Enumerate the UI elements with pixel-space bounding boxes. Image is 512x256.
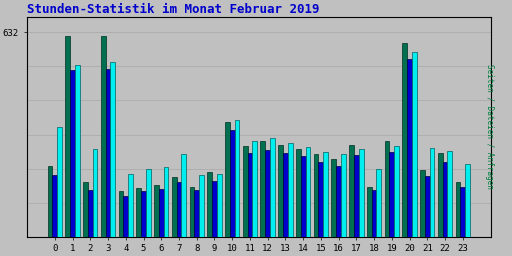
Bar [372, 190, 376, 237]
Bar [314, 154, 318, 237]
Bar [164, 167, 168, 237]
Bar [443, 162, 447, 237]
Bar [146, 169, 151, 237]
Bar [181, 154, 186, 237]
Bar [195, 190, 199, 237]
Bar [154, 185, 159, 237]
Bar [331, 159, 336, 237]
Bar [136, 188, 141, 237]
Bar [349, 145, 354, 237]
Bar [456, 182, 460, 237]
Bar [225, 122, 230, 237]
Bar [252, 141, 257, 237]
Bar [243, 146, 247, 237]
Bar [57, 127, 62, 237]
Bar [296, 149, 301, 237]
Bar [318, 162, 323, 237]
Bar [128, 174, 133, 237]
Bar [105, 69, 111, 237]
Bar [177, 182, 181, 237]
Bar [172, 177, 177, 237]
Bar [207, 172, 212, 237]
Bar [101, 36, 105, 237]
Bar [88, 190, 93, 237]
Bar [270, 138, 275, 237]
Text: Stunden-Statistik im Monat Februar 2019: Stunden-Statistik im Monat Februar 2019 [27, 3, 319, 16]
Bar [189, 187, 195, 237]
Bar [306, 147, 310, 237]
Bar [438, 153, 443, 237]
Bar [261, 141, 265, 237]
Bar [412, 52, 417, 237]
Bar [123, 196, 128, 237]
Bar [376, 169, 381, 237]
Bar [234, 120, 240, 237]
Bar [52, 175, 57, 237]
Bar [70, 70, 75, 237]
Bar [283, 153, 288, 237]
Bar [111, 62, 115, 237]
Bar [447, 151, 452, 237]
Bar [230, 130, 234, 237]
Bar [66, 36, 70, 237]
Y-axis label: Seiten / Dateien / Anfragen: Seiten / Dateien / Anfragen [485, 64, 494, 189]
Bar [420, 170, 425, 237]
Bar [460, 187, 465, 237]
Bar [48, 166, 52, 237]
Bar [394, 146, 399, 237]
Bar [323, 152, 328, 237]
Bar [278, 145, 283, 237]
Bar [390, 152, 394, 237]
Bar [265, 150, 270, 237]
Bar [93, 149, 97, 237]
Bar [75, 65, 80, 237]
Bar [359, 149, 364, 237]
Bar [341, 154, 346, 237]
Bar [336, 166, 341, 237]
Bar [430, 148, 435, 237]
Bar [199, 175, 204, 237]
Bar [83, 182, 88, 237]
Bar [212, 181, 217, 237]
Bar [407, 59, 412, 237]
Bar [217, 174, 222, 237]
Bar [465, 164, 470, 237]
Bar [367, 187, 372, 237]
Bar [354, 155, 359, 237]
Bar [159, 189, 164, 237]
Bar [402, 43, 407, 237]
Bar [119, 191, 123, 237]
Bar [288, 143, 292, 237]
Bar [247, 153, 252, 237]
Bar [425, 176, 430, 237]
Bar [385, 141, 390, 237]
Bar [141, 191, 146, 237]
Bar [301, 156, 306, 237]
